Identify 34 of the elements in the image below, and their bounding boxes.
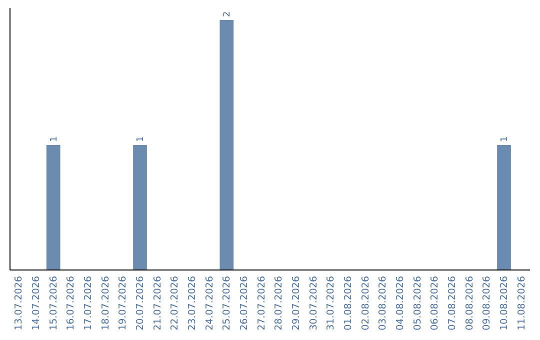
x-tick-label: 06.08.2026 [430, 276, 441, 330]
x-tick-label: 22.07.2026 [170, 276, 181, 330]
x-tick-label: 10.08.2026 [499, 276, 510, 330]
x-tick-label: 02.08.2026 [360, 276, 372, 330]
x-tick-label: 18.07.2026 [100, 276, 112, 330]
x-tick-label: 04.08.2026 [395, 276, 406, 330]
x-tick-label: 19.07.2026 [118, 276, 129, 330]
x-tick-label: 16.07.2026 [66, 276, 77, 330]
x-tick-label: 29.07.2026 [291, 276, 302, 330]
data-label: 2 [222, 11, 233, 17]
x-tick-label: 17.07.2026 [83, 276, 94, 330]
x-tick-label: 30.07.2026 [308, 276, 320, 330]
x-tick-label: 24.07.2026 [204, 276, 216, 330]
x-tick-label: 07.08.2026 [447, 276, 458, 330]
x-tick-label: 01.08.2026 [343, 276, 354, 330]
x-tick-label: 14.07.2026 [31, 276, 42, 330]
data-label: 1 [49, 136, 60, 142]
x-tick-label: 25.07.2026 [222, 276, 233, 330]
x-tick-label: 03.08.2026 [378, 276, 389, 330]
data-label: 1 [500, 136, 510, 142]
x-tick-label: 31.07.2026 [326, 276, 337, 330]
x-tick-label: 26.07.2026 [239, 276, 250, 330]
x-tick-label: 08.08.2026 [464, 276, 476, 330]
x-tick-label: 23.07.2026 [187, 276, 198, 330]
x-tick-label: 28.07.2026 [274, 276, 285, 330]
x-tick-label: 27.07.2026 [256, 276, 268, 330]
x-tick-label: 11.08.2026 [516, 276, 528, 330]
x-tick-label: 20.07.2026 [135, 276, 146, 330]
data-label: 1 [136, 136, 146, 142]
x-tick-label: 15.07.2026 [48, 276, 60, 330]
x-tick-label: 09.08.2026 [482, 276, 493, 330]
x-tick-label: 05.08.2026 [412, 276, 424, 330]
x-tick-label: 13.07.2026 [14, 276, 25, 330]
x-tick-label: 21.07.2026 [152, 276, 164, 330]
